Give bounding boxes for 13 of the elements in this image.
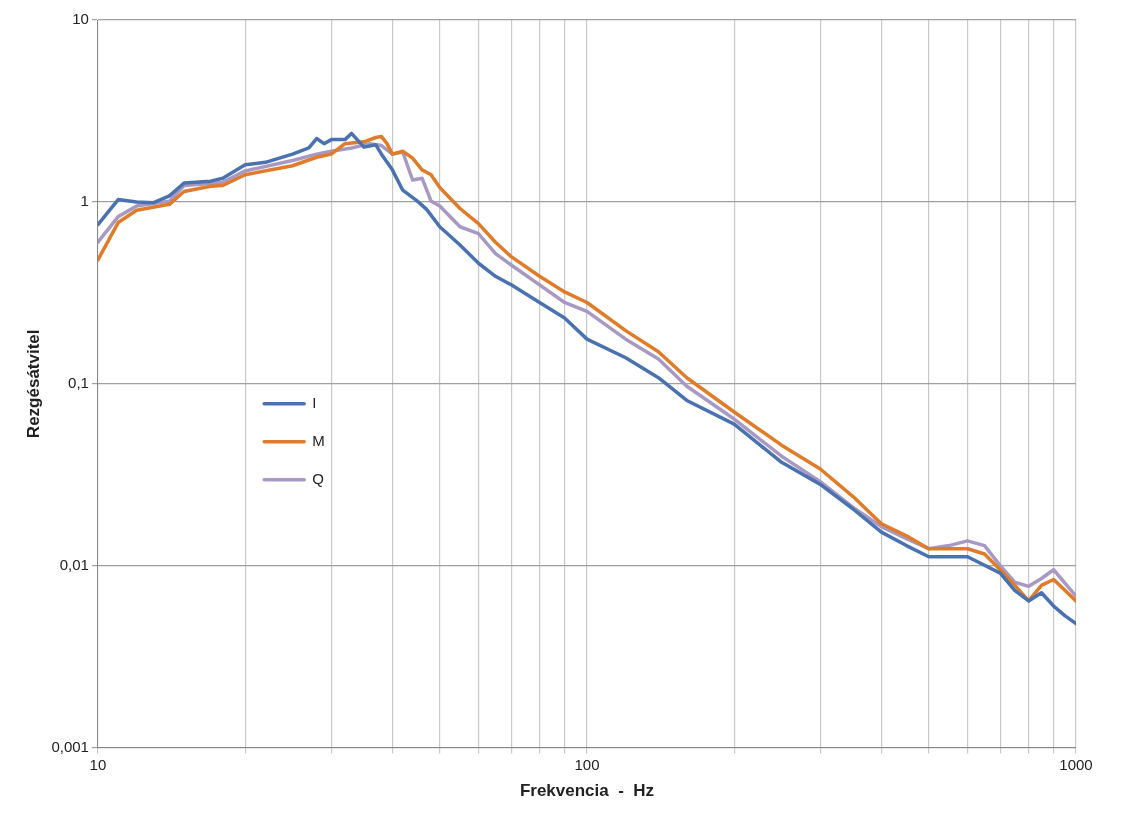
- y-tick-label: 0,1: [68, 373, 89, 391]
- x-tick-label: 1000: [1059, 755, 1093, 773]
- legend-label: I: [312, 393, 317, 411]
- legend-label: Q: [312, 469, 324, 487]
- y-tick-label: 10: [72, 10, 89, 28]
- y-axis-title: Rezgésátvitel: [23, 329, 43, 439]
- x-tick-label: 10: [89, 755, 107, 773]
- x-axis-title: Frekvencia - Hz: [519, 781, 655, 801]
- legend-label: M: [312, 431, 325, 449]
- y-tick-label: 0,001: [51, 737, 89, 755]
- y-tick-label: 0,01: [59, 555, 89, 573]
- x-tick-label: 100: [574, 755, 600, 773]
- y-tick-label: 1: [80, 192, 89, 210]
